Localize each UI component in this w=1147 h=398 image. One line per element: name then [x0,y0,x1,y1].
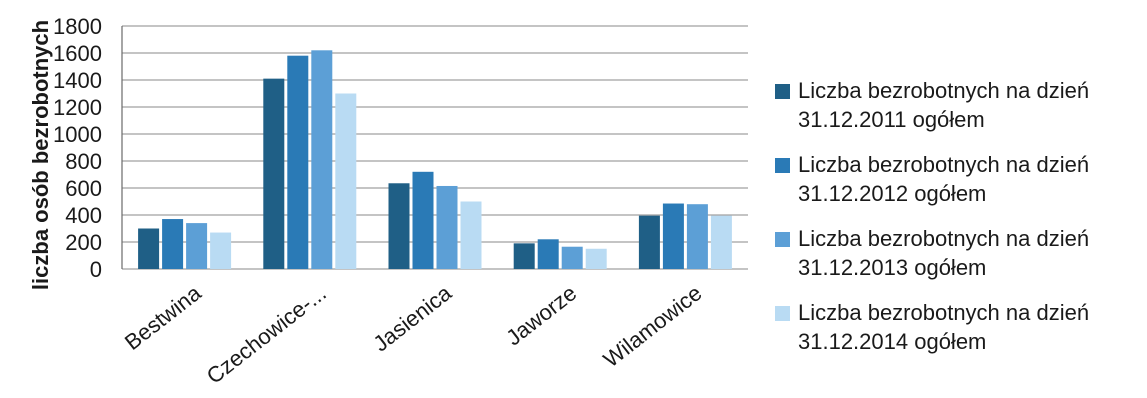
legend-item: Liczba bezrobotnych na dzień 31.12.2013 o… [775,224,1145,282]
bar [561,246,583,269]
bar [162,219,184,269]
x-tick-label: Jaworze [501,280,581,350]
bar [287,55,309,270]
y-tick-label: 0 [90,257,102,282]
bar [638,215,660,269]
y-tick-label: 1400 [53,68,102,93]
bar [537,239,559,269]
legend-line1: Liczba bezrobotnych na dzień [798,152,1090,177]
legend-line2: 31.12.2012 ogółem [798,181,987,206]
bars [138,50,732,270]
legend-line2: 31.12.2011 ogółem [798,107,985,132]
legend-swatch [775,158,790,173]
legend-swatch [775,232,790,247]
bar [436,185,458,269]
legend-swatch [775,306,790,321]
y-tick-label: 1600 [53,41,102,66]
legend-line1: Liczba bezrobotnych na dzień [798,78,1090,103]
legend: Liczba bezrobotnych na dzień 31.12.2011 o… [775,76,1145,372]
legend-line2: 31.12.2014 ogółem [798,329,987,354]
legend-line1: Liczba bezrobotnych na dzień [798,300,1090,325]
bar [662,203,684,269]
bar [335,93,357,269]
bar [186,223,208,269]
y-tick-label: 1800 [53,14,102,39]
y-tick-label: 800 [65,149,102,174]
x-tick-label: Jasienica [368,280,456,357]
bar [311,50,333,269]
legend-line2: 31.12.2013 ogółem [798,255,987,280]
legend-item: Liczba bezrobotnych na dzień 31.12.2011 o… [775,76,1145,134]
bar [686,204,708,269]
y-tick-label: 400 [65,203,102,228]
y-tick-label: 600 [65,176,102,201]
y-tick-label: 1000 [53,122,102,147]
legend-swatch [775,84,790,99]
bar [210,232,232,269]
y-axis-label: liczba osób bezrobotnych [28,20,53,290]
legend-item: Liczba bezrobotnych na dzień 31.12.2012 o… [775,150,1145,208]
bar [412,171,434,269]
legend-line1: Liczba bezrobotnych na dzień [798,226,1090,251]
x-tick-label: Wilamowice [599,280,707,372]
legend-item: Liczba bezrobotnych na dzień 31.12.2014 o… [775,298,1145,356]
bar [585,248,607,269]
bar [263,78,285,270]
bar [388,183,410,269]
y-tick-label: 1200 [53,95,102,120]
bar [138,228,160,269]
bar [513,243,535,269]
y-tick-label: 200 [65,230,102,255]
bar [710,215,732,269]
bar [460,201,482,269]
x-tick-label: Czechowice-... [202,280,331,389]
x-tick-label: Bestwina [120,280,206,355]
